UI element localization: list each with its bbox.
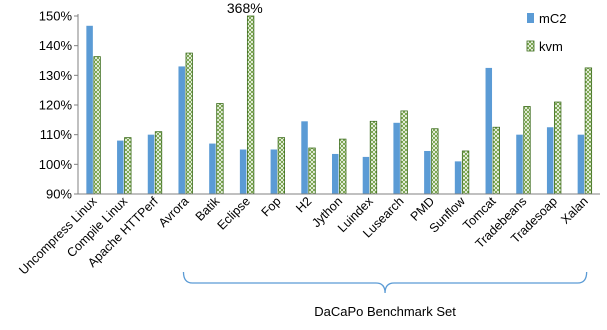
y-tick-label: 110% [40,127,73,142]
bar-mc2 [332,153,339,194]
y-tick-label: 90% [46,187,72,202]
category-label: Xalan [558,194,591,227]
bar-mc2 [362,156,370,194]
bar-mc2 [485,67,493,194]
y-tick-label: 150% [39,9,73,24]
y-tick-label: 100% [39,157,73,172]
bar-mc2 [546,127,554,194]
bar-mc2 [577,134,585,194]
bar-mc2 [239,149,247,194]
legend-label: mC2 [539,11,566,26]
category-label: Eclipse [215,194,253,232]
bar-kvm [339,138,347,195]
bar-mc2 [516,134,523,194]
category-label: Avrora [156,194,192,230]
bar-kvm [400,110,408,195]
legend: mC2 kvm [526,11,566,54]
bar-kvm [246,15,255,195]
bar-kvm [216,103,224,195]
bar-mc2 [147,134,155,194]
bar-kvm [154,131,163,195]
bar-kvm [554,101,562,195]
legend-swatch-kvm [526,40,535,52]
bar-mc2 [301,121,308,194]
category-label: H2 [293,194,314,215]
legend-swatch-mc2 [527,13,534,23]
bar-kvm [369,120,378,195]
legend-label: kvm [539,39,563,54]
group-bracket [182,271,588,294]
y-tick-label: 140% [39,38,73,53]
group-label: DaCaPo Benchmark Set [314,304,456,319]
bar-mc2 [209,143,216,194]
bar-kvm [492,126,500,195]
bar-kvm [431,128,439,195]
bar-kvm [584,67,593,195]
bar-mc2 [178,66,185,194]
bar-kvm [461,150,470,195]
bar-kvm [124,137,132,195]
bar-kvm [523,106,531,195]
bar-kvm [308,147,316,195]
bar-mc2 [454,161,462,194]
category-label: Fop [259,194,284,219]
bar-mc2 [117,140,124,194]
y-tick-label: 120% [39,98,73,113]
bar-mc2 [393,122,400,194]
bar-mc2 [270,149,278,194]
bar-kvm [185,52,193,195]
bar-kvm [277,137,285,195]
bar-mc2 [86,25,93,194]
bar-kvm [93,56,101,195]
y-tick-label: 130% [39,68,73,83]
bar-mc2 [424,150,431,194]
annotation-label: 368% [227,0,263,16]
